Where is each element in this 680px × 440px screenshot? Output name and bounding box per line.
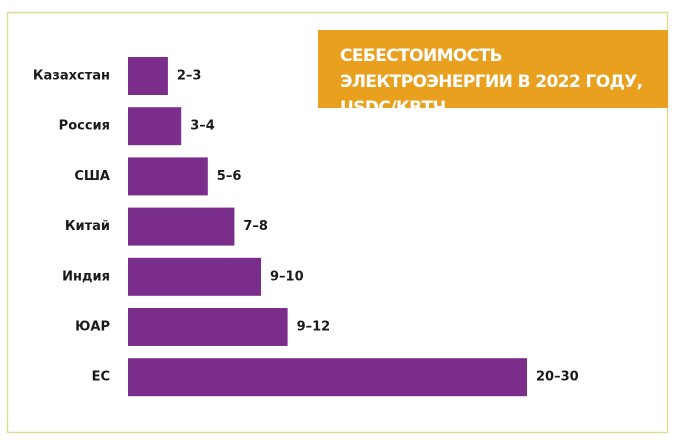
- bar: [128, 308, 288, 346]
- bar: [128, 157, 208, 196]
- bar: [128, 107, 182, 146]
- bar: [128, 358, 527, 397]
- value-label: 9–12: [297, 320, 331, 335]
- value-label: 20–30: [536, 370, 579, 385]
- y-tick-label: ЕС: [92, 370, 110, 385]
- y-tick-label: Казахстан: [33, 69, 110, 84]
- y-tick-label: Китай: [65, 219, 110, 234]
- value-label: 7–8: [243, 219, 268, 234]
- value-label: 5–6: [217, 169, 242, 184]
- frame: [6, 11, 669, 434]
- value-label: 2–3: [177, 69, 202, 84]
- bar: [128, 257, 261, 296]
- value-label: 9–10: [270, 269, 304, 284]
- chart-title: СЕБЕСТОИМОСТЬ ЭЛЕКТРОЭНЕРГИИ В 2022 ГОДУ…: [318, 30, 668, 118]
- value-label: 3–4: [190, 119, 215, 134]
- bar: [128, 207, 235, 246]
- y-tick-label: ЮАР: [75, 320, 110, 335]
- y-tick-label: США: [74, 169, 110, 184]
- y-tick-label: Россия: [59, 119, 110, 134]
- y-tick-label: Индия: [62, 269, 110, 284]
- bar: [128, 57, 168, 95]
